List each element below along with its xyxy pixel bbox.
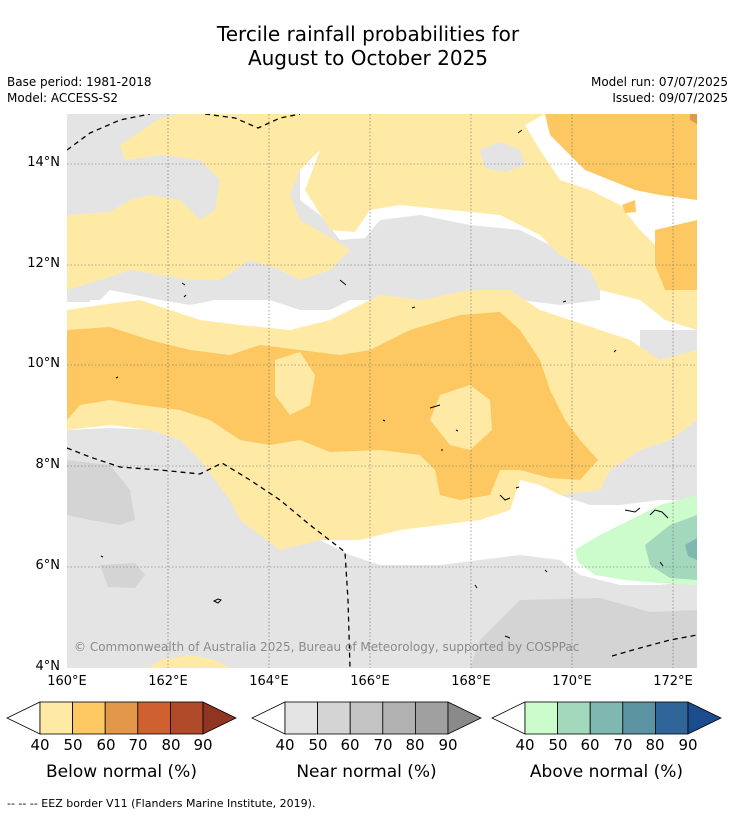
lat-label-6n: 6°N <box>35 558 61 573</box>
near-normal-title: Near normal (%) <box>296 762 437 782</box>
near-tick-80: 80 <box>405 736 425 754</box>
base-period: Base period: 1981-2018 <box>7 75 152 89</box>
above-normal-60 <box>685 538 697 560</box>
near-normal-darker-south <box>100 563 697 668</box>
copyright-notice: © Commonwealth of Australia 2025, Bureau… <box>74 640 580 654</box>
below-tick-80: 80 <box>161 736 181 754</box>
below-normal-corner <box>690 114 697 124</box>
above-tick-60: 60 <box>580 736 600 754</box>
above-normal-50 <box>645 515 697 580</box>
below-tick-60: 60 <box>96 736 116 754</box>
title-line-2: August to October 2025 <box>247 46 489 70</box>
near-tick-40: 40 <box>275 736 295 754</box>
lat-label-14n: 14°N <box>27 155 60 170</box>
below-normal-ne-orange <box>545 114 697 200</box>
above-normal-title: Above normal (%) <box>529 762 684 782</box>
graticule <box>67 114 697 668</box>
lon-label-162e: 162°E <box>148 674 188 689</box>
issued-date: Issued: 09/07/2025 <box>612 91 728 105</box>
model-run: Model run: 07/07/2025 <box>590 75 728 89</box>
below-normal-title: Below normal (%) <box>46 762 197 782</box>
below-normal-inner-light-2 <box>430 385 492 450</box>
meta-left: Base period: 1981-2018 Model: ACCESS-S2 <box>7 74 152 106</box>
lon-label-166e: 166°E <box>350 674 390 689</box>
model-name: Model: ACCESS-S2 <box>7 91 119 105</box>
below-normal-inner-light <box>275 352 315 415</box>
meta-right: Model run: 07/07/2025 Issued: 09/07/2025 <box>591 74 728 106</box>
eez-footnote: -- -- -- EEZ border V11 (Flanders Marine… <box>7 797 316 810</box>
below-normal-bottom-patch <box>150 655 230 668</box>
below-normal-50pct-band <box>67 312 598 500</box>
below-tick-70: 70 <box>128 736 148 754</box>
lon-label-160e: 160°E <box>47 674 87 689</box>
above-tick-50: 50 <box>548 736 568 754</box>
below-normal-east-orange <box>622 200 697 290</box>
map-title: Tercile rainfall probabilities for Augus… <box>0 22 736 70</box>
lon-label-168e: 168°E <box>451 674 491 689</box>
lat-label-10n: 10°N <box>27 356 60 371</box>
near-tick-90: 90 <box>438 736 458 754</box>
below-tick-90: 90 <box>193 736 213 754</box>
probability-field <box>67 114 697 668</box>
near-tick-50: 50 <box>308 736 328 754</box>
eez-borders <box>67 114 697 668</box>
lat-label-4n: 4°N <box>35 659 61 674</box>
title-line-1: Tercile rainfall probabilities for <box>216 22 520 46</box>
below-tick-50: 50 <box>63 736 83 754</box>
white-gap-1 <box>480 142 525 172</box>
near-tick-60: 60 <box>340 736 360 754</box>
islands <box>100 129 669 639</box>
near-normal-strip <box>67 460 135 525</box>
below-tick-40: 40 <box>30 736 50 754</box>
lat-label-12n: 12°N <box>27 256 60 271</box>
above-tick-80: 80 <box>645 736 665 754</box>
white-gap-2 <box>67 288 90 302</box>
lat-label-8n: 8°N <box>35 457 61 472</box>
near-tick-70: 70 <box>373 736 393 754</box>
lon-label-170e: 170°E <box>552 674 592 689</box>
above-tick-90: 90 <box>678 736 698 754</box>
lon-label-164e: 164°E <box>249 674 289 689</box>
lon-label-172e: 172°E <box>653 674 693 689</box>
above-tick-70: 70 <box>613 736 633 754</box>
above-tick-40: 40 <box>515 736 535 754</box>
